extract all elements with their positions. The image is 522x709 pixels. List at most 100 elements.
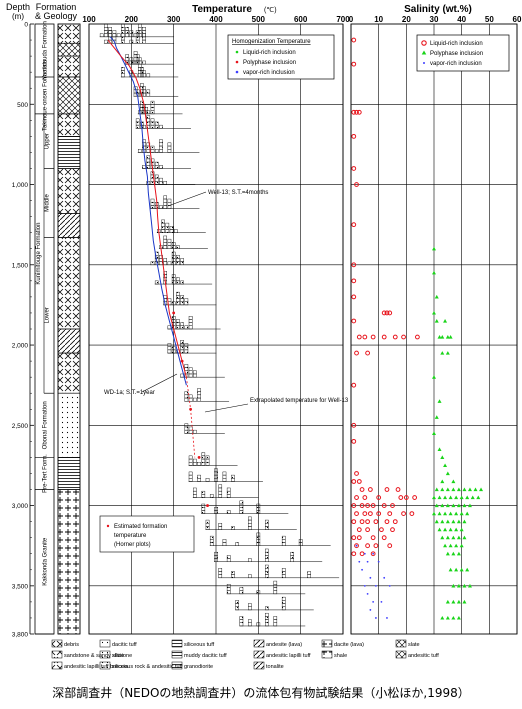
histogram-cell	[161, 226, 165, 230]
histogram-cell	[167, 245, 172, 249]
histogram-cell	[171, 280, 176, 285]
histogram-cell	[180, 301, 184, 306]
liquid-rich-point	[359, 487, 365, 492]
histogram-cell	[197, 394, 201, 399]
histogram-cell	[231, 574, 235, 579]
depth-tick-label: 1,500	[12, 262, 29, 269]
lithology-legend: debris dacitic tuff siliceous tuff andesite…	[51, 639, 439, 670]
histogram-cell	[197, 388, 201, 392]
histogram-cell	[171, 254, 176, 259]
histogram-cell	[188, 367, 193, 371]
histogram-cell	[256, 532, 261, 537]
liquid-rich-point	[351, 438, 357, 444]
histogram-cell	[214, 471, 218, 476]
histogram-cell	[265, 526, 269, 530]
polyphase-point	[459, 495, 464, 500]
histogram-cell	[188, 474, 193, 479]
histogram-cell	[159, 261, 163, 265]
histogram-cell	[180, 322, 184, 327]
polyphase-point	[432, 270, 436, 275]
vapor-rich-point	[388, 584, 391, 587]
liquid-rich-point	[351, 222, 357, 228]
well13-pointer	[167, 191, 207, 207]
polyphase-point	[454, 527, 459, 532]
histogram-cell	[290, 558, 295, 562]
polyphase-point	[434, 294, 439, 299]
lithology-legend-swatch	[99, 661, 111, 670]
histogram-cell	[121, 70, 125, 74]
polyphase-point	[462, 487, 467, 492]
histogram-cell	[163, 245, 168, 249]
histogram-cell	[193, 429, 197, 434]
histogram-cell	[142, 165, 146, 169]
histogram-cell	[239, 590, 244, 595]
lithology-legend-label: shale	[334, 653, 347, 659]
lithology-legend-label: muddy dacitic tuff	[184, 653, 227, 659]
histogram-cell	[226, 510, 231, 514]
vapor-rich-point	[355, 544, 358, 547]
histogram-cell	[165, 229, 170, 233]
histogram-cell	[142, 124, 146, 129]
histogram-cell	[121, 30, 125, 34]
sal-legend-poly: Polyphase inclusion	[430, 51, 483, 57]
salinity-title: Salinity (wt.%)	[404, 4, 472, 15]
polyphase-point	[440, 455, 445, 460]
histogram-cell	[150, 121, 155, 126]
histogram-cell	[150, 110, 155, 115]
liquid-rich-point	[370, 503, 376, 508]
polyphase-point	[434, 318, 439, 323]
temp-legend-liquid: Liquid-rich inclusion	[243, 50, 296, 56]
polyphase-point	[443, 511, 448, 516]
histogram-cell	[222, 539, 227, 543]
histogram-cell	[218, 487, 223, 492]
histogram-cell	[180, 280, 184, 285]
histogram-cell	[159, 181, 163, 185]
histogram-cell	[188, 462, 193, 466]
polyphase-point	[445, 599, 450, 604]
histogram-cell	[154, 174, 159, 179]
histogram-cell	[256, 590, 261, 595]
depth-tick-label: 2,000	[12, 343, 29, 350]
liquid-rich-point	[367, 511, 373, 517]
liquid-rich-point	[370, 551, 376, 557]
histogram-cell	[273, 590, 278, 595]
histogram-cell	[154, 181, 159, 185]
histogram-cell	[159, 177, 163, 182]
polyphase-point	[479, 487, 484, 492]
liquid-rich-point	[384, 519, 390, 525]
histogram-cell	[146, 73, 151, 78]
lithology-segment	[57, 392, 81, 458]
histogram-cell	[231, 474, 235, 479]
histogram-cell	[176, 261, 180, 265]
histogram-cell	[265, 571, 269, 575]
histogram-cell	[142, 70, 146, 74]
extrapolated-pointer	[204, 403, 249, 413]
histogram-cell	[188, 455, 193, 460]
histogram-cell	[281, 542, 286, 546]
vapor-rich-point	[383, 576, 386, 579]
histogram-cell	[176, 245, 180, 249]
lithology-legend-swatch	[253, 661, 265, 670]
histogram-cell	[201, 455, 206, 460]
histogram-cell	[265, 568, 269, 572]
histogram-cell	[239, 622, 244, 627]
histogram-cell	[142, 30, 146, 34]
histogram-cell	[205, 455, 210, 460]
lithology-legend-swatch	[171, 650, 183, 659]
depth-tick-label: 3,500	[12, 583, 29, 590]
polyphase-point	[467, 503, 472, 508]
vapor-rich-point	[386, 617, 388, 619]
histogram-cell	[104, 27, 108, 31]
polyphase-point	[465, 567, 470, 572]
histogram-cell	[146, 89, 151, 94]
lithology-legend-label: tonalite	[266, 664, 284, 670]
histogram-cell	[180, 325, 184, 330]
polyphase-point	[437, 335, 442, 339]
histogram-cell	[129, 39, 134, 44]
polyphase-point	[448, 567, 453, 572]
histogram-cell	[188, 478, 193, 482]
polyphase-point	[454, 511, 459, 516]
well13-profile	[107, 39, 187, 378]
lithology-legend-swatch	[395, 650, 407, 659]
